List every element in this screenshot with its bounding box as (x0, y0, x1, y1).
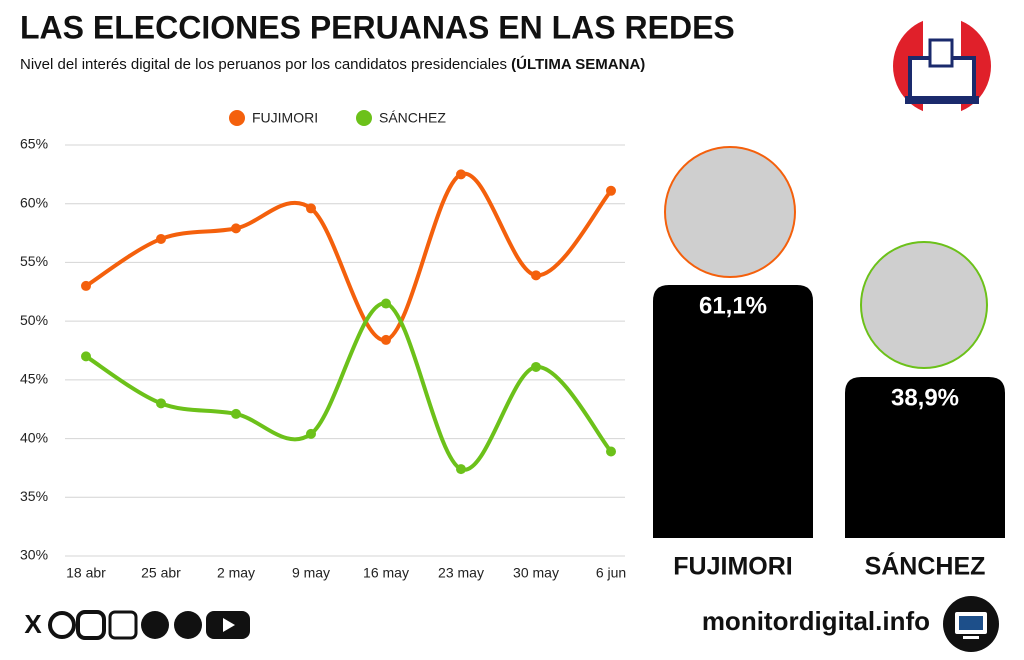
x-tick-label: 6 jun (596, 565, 626, 581)
y-tick-label: 35% (20, 488, 48, 504)
point (456, 169, 466, 180)
site-icon (943, 596, 999, 652)
icon-other (108, 610, 138, 640)
legend-label: SÁNCHEZ (379, 110, 446, 126)
value-label: 61,1% (699, 292, 767, 319)
point (381, 334, 391, 345)
point (231, 223, 241, 234)
site: monitordigital.info (702, 606, 930, 636)
icon-x: X (24, 609, 42, 639)
photo-fujimori (664, 146, 796, 278)
x-tick-label: 16 may (363, 565, 409, 581)
y-tick-label: 30% (20, 547, 48, 563)
icon-threads (48, 611, 76, 639)
title: LAS ELECCIONES PERUANAS EN LAS REDES (20, 9, 735, 45)
y-tick-label: 55% (20, 253, 48, 269)
subtitle: Nivel del interés digital de los peruano… (20, 55, 645, 73)
point (156, 398, 166, 409)
y-tick-label: 65% (20, 136, 48, 152)
value-label: 38,9% (891, 384, 959, 411)
subtitle-bold: (ÚLTIMA SEMANA) (511, 55, 645, 73)
legend-label: FUJIMORI (252, 110, 318, 126)
point (531, 270, 541, 281)
subtitle-text: Nivel del interés digital de los peruano… (20, 56, 507, 73)
series-line (84, 171, 613, 342)
y-tick-label: 50% (20, 312, 48, 328)
category-label: FUJIMORI (673, 553, 792, 581)
point (156, 233, 166, 244)
point (81, 280, 91, 291)
legend-marker (356, 110, 372, 126)
icon-instagram (76, 610, 106, 640)
logo (893, 17, 991, 115)
category-label: SÁNCHEZ (865, 552, 986, 581)
y-tick-label: 60% (20, 194, 48, 210)
bar (845, 376, 1005, 538)
x-tick-label: 30 may (513, 565, 559, 581)
legend-marker (229, 110, 245, 126)
y-tick-label: 40% (20, 429, 48, 445)
y-tick-label: 45% (20, 371, 48, 387)
point (231, 408, 241, 419)
point (81, 351, 91, 362)
bar (653, 285, 813, 538)
point (531, 361, 541, 372)
point (606, 185, 616, 196)
x-tick-label: 9 may (292, 565, 330, 581)
x-tick-label: 23 may (438, 565, 484, 581)
point (381, 298, 391, 309)
icon-facebook (174, 611, 202, 639)
photo-sanchez (860, 241, 988, 369)
point (606, 446, 616, 457)
series-line (84, 301, 613, 472)
x-tick-label: 25 abr (141, 565, 181, 581)
point (456, 464, 466, 475)
social-icons: X (24, 609, 250, 640)
x-tick-label: 2 may (217, 565, 255, 581)
point (306, 203, 316, 214)
icon-tiktok (141, 611, 169, 639)
x-tick-label: 18 abr (66, 565, 106, 581)
point (306, 428, 316, 439)
